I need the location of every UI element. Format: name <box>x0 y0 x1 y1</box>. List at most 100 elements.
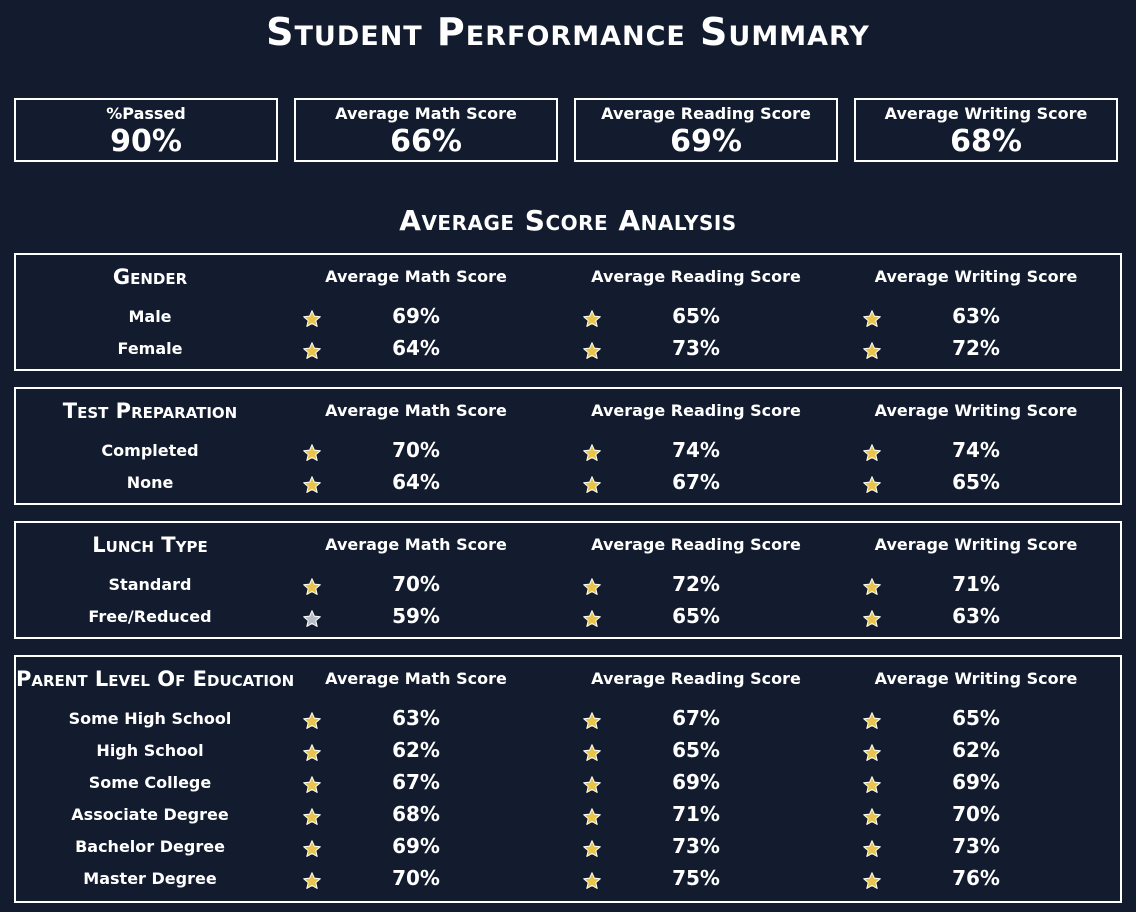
kpi-card-passed: %Passed 90% <box>14 98 278 162</box>
star-icon <box>302 839 322 859</box>
kpi-label: Average Math Score <box>335 104 517 123</box>
score-value: 65% <box>952 470 1000 494</box>
panel-lunch-type: Lunch Type Average Math Score Average Read… <box>14 521 1122 639</box>
column-header: Average Reading Score <box>591 669 801 688</box>
panel-gender: Gender Average Math Score Average Reading … <box>14 253 1122 371</box>
kpi-value: 66% <box>390 124 462 159</box>
star-icon <box>862 341 882 361</box>
star-icon <box>862 743 882 763</box>
score-value: 73% <box>672 834 720 858</box>
score-value: 68% <box>392 802 440 826</box>
kpi-label: Average Writing Score <box>884 104 1088 123</box>
star-icon <box>582 871 602 891</box>
star-icon <box>582 341 602 361</box>
score-value: 76% <box>952 866 1000 890</box>
score-value: 69% <box>672 770 720 794</box>
star-icon <box>582 609 602 629</box>
star-icon <box>862 839 882 859</box>
row-label: None <box>126 473 174 492</box>
score-value: 67% <box>672 706 720 730</box>
row-label: Male <box>128 307 172 326</box>
column-header: Average Writing Score <box>874 669 1078 688</box>
panel-title: Gender <box>112 265 188 289</box>
column-header: Average Writing Score <box>874 267 1078 286</box>
star-icon <box>862 775 882 795</box>
kpi-value: 90% <box>110 124 182 159</box>
score-value: 72% <box>672 572 720 596</box>
row-label: Some High School <box>68 709 232 728</box>
score-value: 62% <box>952 738 1000 762</box>
column-header: Average Writing Score <box>874 401 1078 420</box>
kpi-card-math: Average Math Score 66% <box>294 98 558 162</box>
column-header: Average Math Score <box>325 267 507 286</box>
score-value: 71% <box>952 572 1000 596</box>
kpi-card-writing: Average Writing Score 68% <box>854 98 1118 162</box>
row-label: Some College <box>88 773 212 792</box>
star-icon <box>862 443 882 463</box>
star-icon <box>302 609 322 629</box>
star-icon <box>862 807 882 827</box>
star-icon <box>862 711 882 731</box>
score-value: 70% <box>952 802 1000 826</box>
score-value: 74% <box>672 438 720 462</box>
score-value: 63% <box>952 304 1000 328</box>
row-label: Master Degree <box>83 869 217 888</box>
score-value: 69% <box>952 770 1000 794</box>
star-icon <box>582 839 602 859</box>
score-value: 65% <box>672 604 720 628</box>
star-icon <box>582 711 602 731</box>
score-value: 65% <box>672 738 720 762</box>
kpi-value: 68% <box>950 124 1022 159</box>
column-header: Average Writing Score <box>874 535 1078 554</box>
analysis-title: Average Score Analysis <box>399 204 737 237</box>
row-label: High School <box>96 741 204 760</box>
score-value: 73% <box>672 336 720 360</box>
panel-title: Parent Level Of Education <box>16 667 295 691</box>
star-icon <box>582 743 602 763</box>
column-header: Average Reading Score <box>591 401 801 420</box>
star-icon <box>302 341 322 361</box>
star-icon <box>582 577 602 597</box>
score-value: 64% <box>392 336 440 360</box>
star-icon <box>862 309 882 329</box>
score-value: 70% <box>392 572 440 596</box>
score-value: 67% <box>672 470 720 494</box>
star-icon <box>302 743 322 763</box>
panel-test-preparation: Test Preparation Average Math Score Averag… <box>14 387 1122 505</box>
score-value: 67% <box>392 770 440 794</box>
kpi-label: %Passed <box>106 104 186 123</box>
row-label: Bachelor Degree <box>75 837 225 856</box>
row-label: Standard <box>108 575 192 594</box>
score-value: 65% <box>952 706 1000 730</box>
panel-title: Test Preparation <box>62 399 238 423</box>
star-icon <box>862 871 882 891</box>
score-value: 70% <box>392 866 440 890</box>
row-label: Female <box>117 339 183 358</box>
column-header: Average Math Score <box>325 401 507 420</box>
column-header: Average Math Score <box>325 669 507 688</box>
score-value: 65% <box>672 304 720 328</box>
kpi-card-reading: Average Reading Score 69% <box>574 98 838 162</box>
score-value: 72% <box>952 336 1000 360</box>
score-value: 75% <box>672 866 720 890</box>
score-value: 69% <box>392 304 440 328</box>
star-icon <box>862 475 882 495</box>
panel-title: Lunch Type <box>92 533 208 557</box>
kpi-value: 69% <box>670 124 742 159</box>
score-value: 73% <box>952 834 1000 858</box>
star-icon <box>302 775 322 795</box>
score-value: 74% <box>952 438 1000 462</box>
star-icon <box>302 577 322 597</box>
star-icon <box>302 871 322 891</box>
score-value: 69% <box>392 834 440 858</box>
panel-parent-level-of-education: Parent Level Of Education Average Math Sc… <box>14 655 1122 903</box>
score-value: 62% <box>392 738 440 762</box>
star-icon <box>302 807 322 827</box>
star-icon <box>582 807 602 827</box>
star-icon <box>302 475 322 495</box>
score-value: 71% <box>672 802 720 826</box>
star-icon <box>862 609 882 629</box>
kpi-label: Average Reading Score <box>601 104 811 123</box>
star-icon <box>582 309 602 329</box>
star-icon <box>302 443 322 463</box>
